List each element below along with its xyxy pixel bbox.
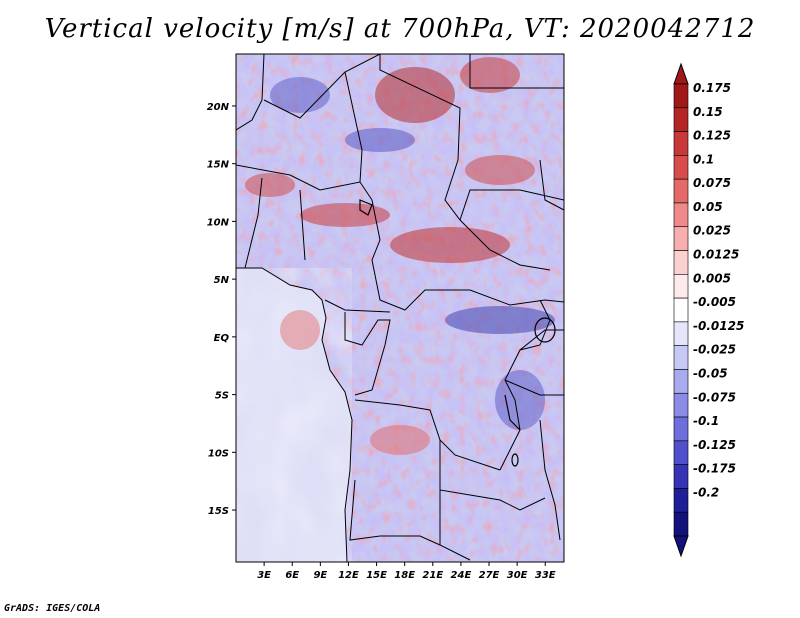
- colorbar-label: 0.025: [693, 224, 731, 238]
- colorbar-label: 0.05: [693, 200, 723, 214]
- colorbar-label: 0.15: [693, 105, 723, 119]
- lon-tick-label: 18E: [394, 570, 415, 581]
- footer-credit: GrADS: IGES/COLA: [4, 603, 101, 614]
- downdraft-zones: [270, 77, 555, 430]
- colorbar-swatch: [673, 321, 689, 346]
- colorbar-label: -0.05: [693, 366, 728, 380]
- colorbar-swatch: [673, 131, 689, 156]
- lon-tick-label: 27E: [479, 570, 500, 581]
- colorbar-swatch: [673, 155, 689, 180]
- colorbar-swatch: [673, 250, 689, 275]
- colorbar-swatch: [673, 464, 689, 489]
- map-frame: [235, 53, 565, 563]
- colorbar: 0.175 0.15 0.125 0.1 0.075 0.05 0.025 0.0125 0.0…: [673, 62, 744, 558]
- lat-tick-label: 10N: [207, 217, 230, 228]
- colorbar-swatch: [673, 392, 689, 418]
- colorbar-swatch: [673, 440, 689, 465]
- lat-tick-label: 15S: [208, 506, 229, 517]
- colorbar-label: -0.125: [693, 438, 736, 452]
- lon-tick-label: 3E: [257, 570, 271, 581]
- map-plot-area: [236, 54, 564, 562]
- colorbar-label: 0.175: [693, 81, 731, 95]
- lakes: [359, 199, 556, 467]
- colorbar-label: -0.025: [693, 343, 736, 357]
- colorbar-min-arrow: [673, 535, 689, 558]
- lat-tick-label: 20N: [207, 102, 230, 113]
- updraft-zones: [245, 57, 535, 455]
- colorbar-label: -0.0125: [693, 319, 744, 333]
- colorbar-swatch: [673, 416, 689, 442]
- lon-tick-label: 15E: [366, 570, 387, 581]
- colorbar-max-arrow: [673, 62, 689, 85]
- lon-tick-label: 6E: [285, 570, 299, 581]
- colorbar-swatch: [673, 488, 689, 513]
- lat-tick-label: 5S: [215, 391, 229, 402]
- colorbar-swatch: [673, 226, 689, 251]
- colorbar-swatch: [673, 345, 689, 370]
- lon-tick-label: 30E: [507, 570, 528, 581]
- lat-tick-label: 10S: [208, 448, 229, 459]
- latitude-axis: 20N 15N 10N 5N EQ 5S 10S 15S: [207, 102, 236, 517]
- colorbar-label: 0.0125: [693, 248, 739, 262]
- colorbar-swatch: [673, 178, 689, 204]
- colorbar-swatch: [673, 511, 689, 537]
- longitude-axis: 3E 6E 9E 12E 15E 18E 21E 24E 27E 30E 33E: [257, 562, 556, 581]
- colorbar-swatch: [673, 297, 689, 323]
- lon-tick-label: 33E: [535, 570, 556, 581]
- colorbar-label: -0.175: [693, 462, 736, 476]
- map-title: Vertical velocity [m/s] at 700hPa, VT: 2…: [44, 14, 756, 44]
- lon-tick-label: 24E: [451, 570, 472, 581]
- lon-tick-label: 21E: [422, 570, 443, 581]
- colorbar-label: 0.1: [693, 152, 714, 166]
- colorbar-swatch: [673, 369, 689, 394]
- lat-tick-label: 5N: [214, 275, 230, 286]
- colorbar-label: 0.125: [693, 129, 731, 143]
- colorbar-swatch: [673, 202, 689, 228]
- lon-tick-label: 12E: [338, 570, 359, 581]
- colorbar-label: 0.075: [693, 176, 731, 190]
- lat-tick-label: 15N: [207, 160, 230, 171]
- colorbar-label: 0.005: [693, 271, 731, 285]
- lat-tick-label: EQ: [214, 333, 230, 344]
- lon-tick-label: 9E: [313, 570, 327, 581]
- colorbar-label: -0.1: [693, 414, 719, 428]
- colorbar-label: -0.075: [693, 390, 736, 404]
- colorbar-label: -0.005: [693, 295, 736, 309]
- colorbar-label: -0.2: [693, 485, 719, 499]
- colorbar-swatch: [673, 274, 689, 299]
- colorbar-swatch: [673, 107, 689, 132]
- colorbar-swatch: [673, 83, 689, 109]
